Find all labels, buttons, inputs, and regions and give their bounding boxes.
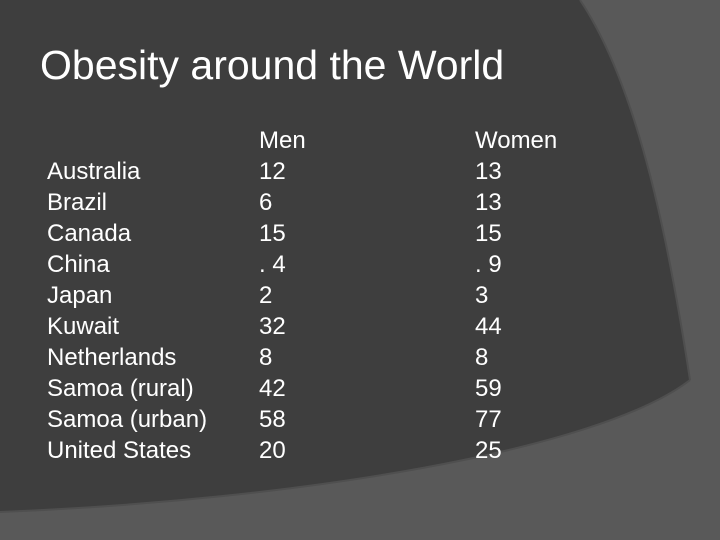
arc-line: [579, 0, 691, 381]
women-cell: 15: [475, 220, 502, 247]
women-cell: . 9: [475, 251, 502, 278]
men-header: Men: [259, 127, 306, 154]
women-column: Women 13 13 15 . 9 3 44 8 59 77 25: [475, 125, 557, 466]
country-cell: Australia: [47, 158, 141, 185]
men-cell: . 4: [259, 251, 286, 278]
women-cell: 8: [475, 344, 489, 371]
men-cell: 42: [259, 375, 286, 402]
men-cell: 6: [259, 189, 273, 216]
men-cell: 12: [259, 158, 286, 185]
country-column: Australia Brazil Canada China Japan Kuwa…: [47, 125, 207, 466]
country-cell: Japan: [47, 282, 113, 309]
women-header: Women: [475, 127, 558, 154]
country-cell: Brazil: [47, 189, 108, 216]
country-cell: United States: [47, 437, 192, 464]
women-cell: 77: [475, 406, 502, 433]
women-cell: 59: [475, 375, 502, 402]
dark-panel: [0, 0, 690, 512]
country-header: [47, 125, 207, 156]
arc-line: [0, 379, 691, 513]
men-cell: 8: [259, 344, 273, 371]
slide-title: Obesity around the World: [40, 42, 505, 88]
men-cell: 32: [259, 313, 286, 340]
country-cell: Samoa (rural): [47, 375, 194, 402]
men-cell: 15: [259, 220, 286, 247]
women-cell: 44: [475, 313, 502, 340]
women-cell: 13: [475, 189, 502, 216]
men-cell: 58: [259, 406, 286, 433]
women-cell: 25: [475, 437, 502, 464]
men-cell: 2: [259, 282, 273, 309]
country-cell: Samoa (urban): [47, 406, 208, 433]
country-cell: Canada: [47, 220, 132, 247]
men-cell: 20: [259, 437, 286, 464]
men-column: Men 12 6 15 . 4 2 32 8 42 58 20: [259, 125, 306, 466]
women-cell: 3: [475, 282, 489, 309]
country-cell: China: [47, 251, 110, 278]
women-cell: 13: [475, 158, 502, 185]
country-cell: Kuwait: [47, 313, 120, 340]
country-cell: Netherlands: [47, 344, 177, 371]
